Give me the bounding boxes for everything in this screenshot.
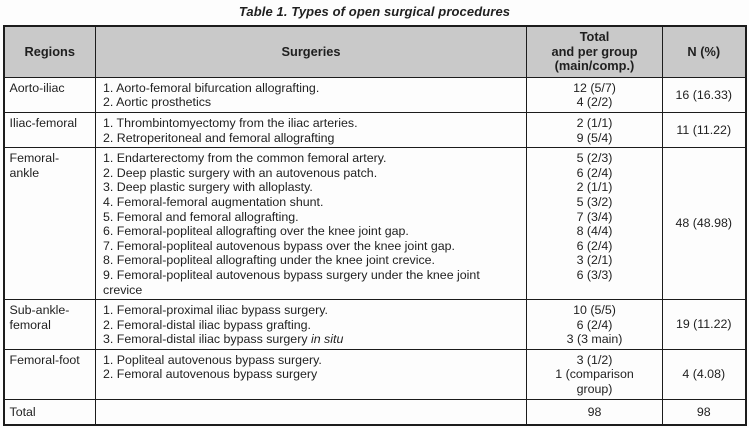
surgery-item: 5. Femoral and femoral allografting.: [103, 209, 299, 224]
surgeries-cell: 1. Thrombintomyectomy from the iliac art…: [95, 111, 527, 149]
totals-cell: 12 (5/7) 4 (2/2): [526, 76, 663, 113]
total-value: 3 (3 main): [566, 332, 623, 347]
total-value: 6 (2/4): [576, 238, 613, 253]
header-row: Regions Surgeries Total and per group (m…: [3, 25, 746, 78]
surgeries-cell: [95, 398, 527, 426]
surgeries-cell: 1. Endarterectomy from the common femora…: [95, 147, 527, 301]
region-cell: Iliac-femoral: [3, 111, 96, 149]
totals-cell: 98: [526, 398, 663, 426]
surgery-item: 4. Femoral-femoral augmentation shunt.: [103, 194, 324, 209]
header-regions: Regions: [3, 25, 96, 78]
table-header: Regions Surgeries Total and per group (m…: [3, 25, 746, 78]
header-total-per-group: Total and per group (main/comp.): [526, 25, 663, 78]
header-n-percent: N (%): [662, 25, 746, 78]
total-value: 1 (comparison group): [555, 367, 634, 397]
totals-cell: 3 (1/2) 1 (comparison group): [526, 348, 663, 400]
total-value: 3 (1/2): [576, 352, 613, 367]
n-percent-cell: 16 (16.33): [662, 76, 746, 113]
surgery-item: 1. Aorto-femoral bifurcation allograftin…: [103, 80, 320, 95]
n-percent-cell: 19 (11.22): [662, 299, 746, 350]
surgeries-cell: 1. Aorto-femoral bifurcation allograftin…: [95, 76, 527, 113]
total-value: 6 (2/4): [576, 317, 613, 332]
header-surgeries: Surgeries: [95, 25, 527, 78]
surgery-text: 3. Femoral-distal iliac bypass surgery: [103, 332, 311, 347]
table-row: Femoral- ankle 1. Endarterectomy from the…: [3, 147, 746, 301]
region-cell: Aorto-iliac: [3, 76, 96, 113]
total-value: 6 (3/3): [576, 267, 613, 282]
surgery-item: 1. Endarterectomy from the common femora…: [103, 151, 387, 166]
table-body: Aorto-iliac 1. Aorto-femoral bifurcation …: [3, 76, 746, 426]
total-value: 98: [587, 404, 602, 419]
region-cell: Femoral-foot: [3, 348, 96, 400]
surgery-item: 2. Retroperitoneal and femoral allograft…: [103, 130, 335, 145]
surgery-item: 2. Deep plastic surgery with an autoveno…: [103, 165, 378, 180]
surgery-item: 1. Popliteal autovenous bypass surgery.: [103, 352, 322, 367]
n-percent-cell: 4 (4.08): [662, 348, 746, 400]
table-title: Table 1. Types of open surgical procedur…: [238, 4, 511, 19]
surgery-item: 8. Femoral-popliteal allografting under …: [103, 253, 435, 268]
surgery-item: 1. Thrombintomyectomy from the iliac art…: [103, 115, 358, 130]
surgery-item: 2. Femoral autovenous bypass surgery: [103, 367, 318, 382]
total-value: 8 (4/4): [576, 224, 613, 239]
region-cell: Sub-ankle- femoral: [3, 299, 96, 350]
total-value: 9 (5/4): [576, 130, 613, 145]
latin-term: in situ: [310, 332, 344, 347]
n-percent-cell: 98: [662, 398, 746, 426]
region-cell: Femoral- ankle: [3, 147, 96, 301]
surgery-item: 2. Femoral-distal iliac bypass grafting.: [103, 317, 311, 332]
surgery-item: 9. Femoral-popliteal autovenous bypass s…: [103, 267, 480, 297]
table-row: Iliac-femoral 1. Thrombintomyectomy from …: [3, 111, 746, 149]
total-value: 10 (5/5): [573, 303, 616, 318]
total-value: 6 (2/4): [576, 165, 613, 180]
table-row: Aorto-iliac 1. Aorto-femoral bifurcation …: [3, 76, 746, 113]
table-row: Femoral-foot 1. Popliteal autovenous bypa…: [3, 348, 746, 400]
total-value: 3 (2/1): [576, 253, 613, 268]
total-row: Total 98 98: [3, 398, 746, 426]
surgery-item: 1. Femoral-proximal iliac bypass surgery…: [103, 303, 328, 318]
total-value: 7 (3/4): [576, 209, 613, 224]
totals-cell: 2 (1/1) 9 (5/4): [526, 111, 663, 149]
procedures-table: Regions Surgeries Total and per group (m…: [2, 25, 747, 427]
total-value: 12 (5/7): [573, 80, 616, 95]
surgery-item: 3. Femoral-distal iliac bypass surgery i…: [103, 332, 520, 347]
surgeries-cell: 1. Femoral-proximal iliac bypass surgery…: [95, 299, 527, 350]
surgery-item: 3. Deep plastic surgery with alloplasty.: [103, 180, 313, 195]
n-percent-cell: 11 (11.22): [662, 111, 746, 149]
total-value: 5 (2/3): [576, 151, 613, 166]
totals-cell: 5 (2/3) 6 (2/4) 2 (1/1) 5 (3/2) 7 (3/4) 8 (4/…: [526, 147, 663, 301]
surgery-item: 2. Aortic prosthetics: [103, 95, 212, 110]
table-row: Sub-ankle- femoral 1. Femoral-proximal il…: [3, 299, 746, 350]
total-value: 2 (1/1): [576, 115, 613, 130]
surgery-item: 7. Femoral-popliteal autovenous bypass o…: [103, 238, 455, 253]
total-value: 2 (1/1): [576, 180, 613, 195]
region-cell: Total: [3, 398, 96, 426]
surgery-item: 6. Femoral-popliteal allografting over t…: [103, 224, 409, 239]
n-percent-cell: 48 (48.98): [662, 147, 746, 301]
total-value: 4 (2/2): [576, 95, 613, 110]
surgeries-cell: 1. Popliteal autovenous bypass surgery. 2…: [95, 348, 527, 400]
total-value: 5 (3/2): [576, 194, 613, 209]
totals-cell: 10 (5/5) 6 (2/4) 3 (3 main): [526, 299, 663, 350]
